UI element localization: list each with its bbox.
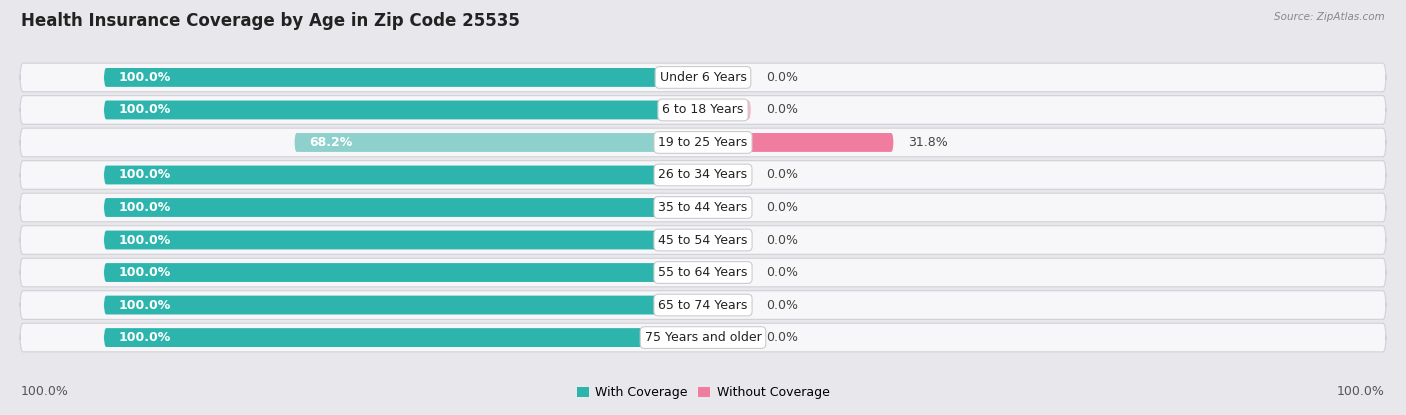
FancyBboxPatch shape <box>104 231 703 249</box>
Text: 0.0%: 0.0% <box>766 168 797 181</box>
Text: 100.0%: 100.0% <box>120 298 172 312</box>
FancyBboxPatch shape <box>104 68 703 87</box>
Text: 100.0%: 100.0% <box>1337 386 1385 398</box>
Legend: With Coverage, Without Coverage: With Coverage, Without Coverage <box>572 383 834 403</box>
Text: 0.0%: 0.0% <box>766 201 797 214</box>
FancyBboxPatch shape <box>703 100 751 120</box>
FancyBboxPatch shape <box>104 166 703 184</box>
Text: 26 to 34 Years: 26 to 34 Years <box>658 168 748 181</box>
Text: Source: ZipAtlas.com: Source: ZipAtlas.com <box>1274 12 1385 22</box>
Text: 100.0%: 100.0% <box>120 234 172 247</box>
Text: 6 to 18 Years: 6 to 18 Years <box>662 103 744 117</box>
Text: 45 to 54 Years: 45 to 54 Years <box>658 234 748 247</box>
FancyBboxPatch shape <box>703 68 751 87</box>
Text: 35 to 44 Years: 35 to 44 Years <box>658 201 748 214</box>
Text: 75 Years and older: 75 Years and older <box>644 331 762 344</box>
Text: 0.0%: 0.0% <box>766 234 797 247</box>
Text: 0.0%: 0.0% <box>766 103 797 117</box>
Text: 100.0%: 100.0% <box>120 168 172 181</box>
Text: 0.0%: 0.0% <box>766 266 797 279</box>
Text: 100.0%: 100.0% <box>120 266 172 279</box>
FancyBboxPatch shape <box>20 193 1386 222</box>
Text: 19 to 25 Years: 19 to 25 Years <box>658 136 748 149</box>
Text: 68.2%: 68.2% <box>309 136 353 149</box>
Text: 55 to 64 Years: 55 to 64 Years <box>658 266 748 279</box>
Text: 100.0%: 100.0% <box>120 331 172 344</box>
Text: 65 to 74 Years: 65 to 74 Years <box>658 298 748 312</box>
FancyBboxPatch shape <box>703 198 751 217</box>
FancyBboxPatch shape <box>703 133 893 152</box>
FancyBboxPatch shape <box>20 161 1386 189</box>
FancyBboxPatch shape <box>20 95 1386 124</box>
FancyBboxPatch shape <box>104 328 703 347</box>
FancyBboxPatch shape <box>20 323 1386 352</box>
Text: 100.0%: 100.0% <box>120 201 172 214</box>
Text: 100.0%: 100.0% <box>120 71 172 84</box>
FancyBboxPatch shape <box>104 100 703 120</box>
FancyBboxPatch shape <box>104 295 703 315</box>
Text: Health Insurance Coverage by Age in Zip Code 25535: Health Insurance Coverage by Age in Zip … <box>21 12 520 30</box>
Text: Under 6 Years: Under 6 Years <box>659 71 747 84</box>
FancyBboxPatch shape <box>20 258 1386 287</box>
Text: 100.0%: 100.0% <box>21 386 69 398</box>
FancyBboxPatch shape <box>703 328 751 347</box>
Text: 0.0%: 0.0% <box>766 71 797 84</box>
Text: 31.8%: 31.8% <box>908 136 948 149</box>
FancyBboxPatch shape <box>703 166 751 184</box>
FancyBboxPatch shape <box>104 198 703 217</box>
FancyBboxPatch shape <box>20 63 1386 92</box>
FancyBboxPatch shape <box>20 291 1386 320</box>
FancyBboxPatch shape <box>294 133 703 152</box>
FancyBboxPatch shape <box>703 231 751 249</box>
FancyBboxPatch shape <box>20 226 1386 254</box>
Text: 0.0%: 0.0% <box>766 298 797 312</box>
FancyBboxPatch shape <box>104 263 703 282</box>
Text: 0.0%: 0.0% <box>766 331 797 344</box>
Text: 100.0%: 100.0% <box>120 103 172 117</box>
FancyBboxPatch shape <box>20 128 1386 157</box>
FancyBboxPatch shape <box>703 263 751 282</box>
FancyBboxPatch shape <box>703 295 751 315</box>
